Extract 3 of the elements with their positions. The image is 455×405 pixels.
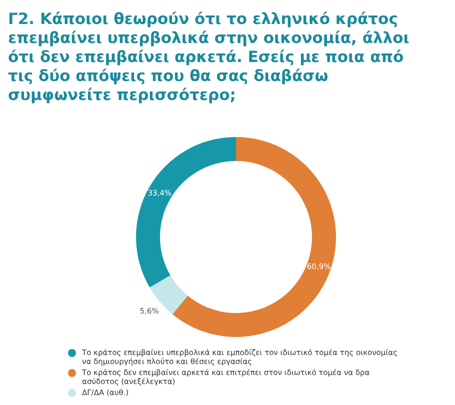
donut-slice: [172, 137, 336, 337]
donut-slice: [136, 137, 236, 288]
chart-title: Γ2. Κάποιοι θεωρούν ότι το ελληνικό κράτος επεμβαίνει υπερβολικά στην οικονομία, άλλοι ότι δεν επεμβαίνει αρκετά. Εσείς με ποια από τις δύο απόψεις που θα σας διαβάσω συμφωνείτε περισσότερο;: [8, 9, 410, 106]
